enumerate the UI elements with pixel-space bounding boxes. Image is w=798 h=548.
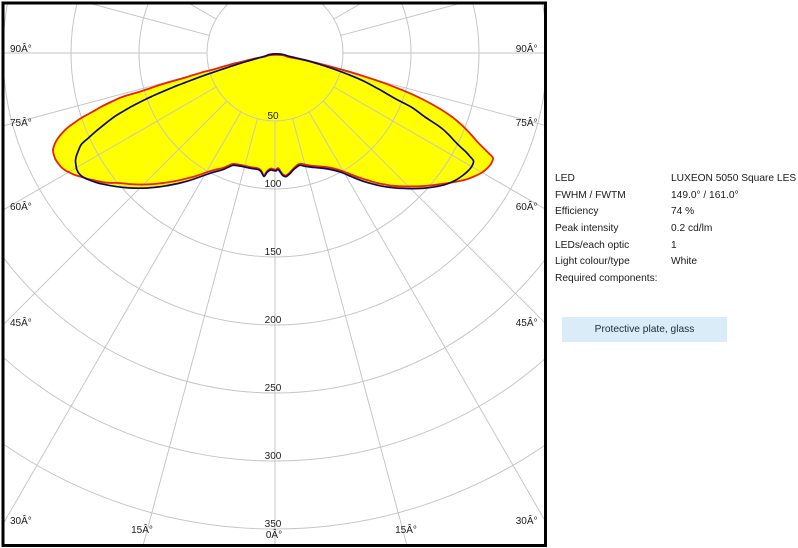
svg-text:45Â°: 45Â° [10,316,32,329]
svg-text:50: 50 [267,111,279,122]
svg-text:15Â°: 15Â° [395,523,417,536]
svg-text:30Â°: 30Â° [10,514,32,527]
svg-text:200: 200 [265,315,282,326]
svg-text:45Â°: 45Â° [516,316,538,329]
svg-text:15Â°: 15Â° [131,523,153,536]
svg-text:75Â°: 75Â° [10,116,32,129]
svg-text:90Â°: 90Â° [10,42,32,55]
svg-text:100: 100 [265,179,282,190]
svg-text:75Â°: 75Â° [516,116,538,129]
svg-text:60Â°: 60Â° [10,200,32,213]
svg-text:60Â°: 60Â° [516,200,538,213]
svg-text:150: 150 [265,247,282,258]
svg-text:0Â°: 0Â° [266,528,282,541]
svg-text:30Â°: 30Â° [516,514,538,527]
svg-text:250: 250 [265,383,282,394]
svg-text:300: 300 [265,451,282,462]
svg-text:350: 350 [265,519,282,530]
svg-text:90Â°: 90Â° [516,42,538,55]
